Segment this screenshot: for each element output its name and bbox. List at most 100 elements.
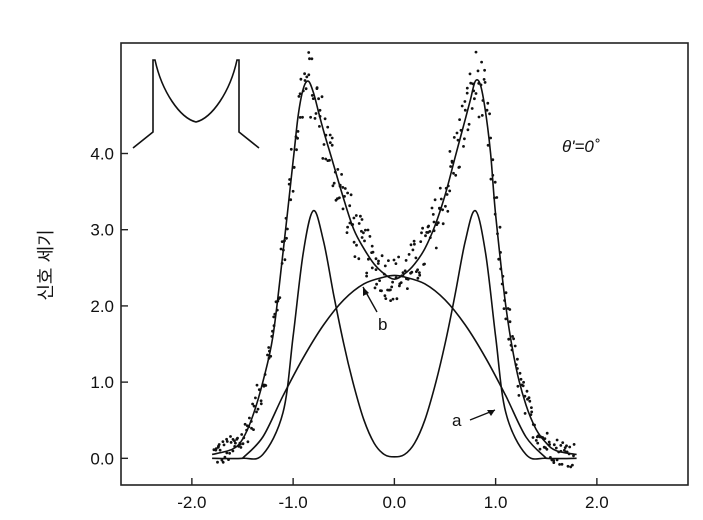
data-point [391, 280, 394, 284]
data-point [392, 258, 396, 262]
data-point [495, 196, 499, 199]
data-point [242, 436, 246, 440]
data-point [441, 208, 444, 212]
series-line-b [211, 79, 577, 456]
data-point [468, 72, 472, 76]
curve-b-label: b [378, 315, 387, 334]
data-point [477, 115, 481, 119]
data-point [452, 171, 455, 175]
data-point [552, 443, 556, 447]
data-point [569, 465, 573, 469]
data-point [346, 225, 349, 229]
data-point [296, 130, 300, 133]
data-point [280, 262, 284, 265]
data-point [310, 57, 314, 61]
data-point [403, 269, 407, 273]
data-point [292, 166, 296, 169]
data-point [228, 451, 232, 455]
data-point [266, 353, 269, 357]
data-point [474, 50, 478, 54]
data-point [220, 458, 224, 462]
data-point [330, 143, 334, 147]
data-point [499, 267, 503, 271]
data-point [433, 198, 437, 202]
data-point [284, 216, 288, 220]
data-point [558, 463, 561, 466]
data-point [330, 136, 334, 140]
data-point [483, 81, 487, 84]
data-point [416, 268, 419, 272]
data-point [305, 75, 309, 79]
data-point [256, 407, 260, 411]
data-point [249, 420, 253, 423]
data-point [382, 272, 386, 276]
data-point [555, 458, 559, 462]
data-point [518, 371, 522, 375]
data-point [301, 115, 304, 119]
data-point [221, 440, 225, 443]
data-point [410, 270, 414, 274]
data-point [355, 243, 358, 247]
data-point [331, 184, 335, 188]
data-point [538, 447, 542, 451]
data-point [283, 258, 287, 262]
data-point [370, 244, 374, 248]
data-point [323, 117, 327, 121]
data-point [384, 297, 388, 300]
data-point [246, 440, 250, 444]
data-point [483, 68, 486, 72]
data-point [318, 108, 322, 112]
data-point [465, 86, 469, 90]
data-point [332, 181, 336, 185]
data-point [452, 136, 456, 139]
data-point [295, 148, 298, 152]
data-point [378, 279, 381, 282]
data-point [456, 138, 460, 142]
data-point [459, 128, 463, 132]
data-point [254, 396, 257, 400]
data-point [563, 448, 566, 452]
data-point [421, 226, 424, 230]
y-tick-label: 1.0 [90, 373, 114, 392]
data-point [351, 223, 355, 226]
data-point [380, 254, 384, 258]
data-point [466, 128, 470, 132]
data-point [552, 461, 556, 464]
data-point [531, 436, 535, 439]
series-line-component-1 [241, 274, 547, 459]
data-point [239, 446, 243, 449]
data-point [416, 276, 420, 280]
data-point [298, 92, 302, 96]
data-point [225, 451, 229, 455]
data-point [572, 443, 576, 446]
x-tick-label: -2.0 [177, 493, 206, 512]
data-point [477, 82, 481, 85]
data-point [446, 184, 450, 188]
data-point [516, 384, 520, 388]
data-point [431, 213, 435, 216]
data-point [498, 225, 502, 229]
data-point [448, 189, 452, 193]
data-point [476, 69, 480, 73]
data-point [399, 281, 403, 284]
data-point [486, 101, 490, 105]
data-point [444, 204, 447, 208]
data-point [571, 463, 574, 467]
data-point [362, 231, 365, 235]
data-point [238, 441, 242, 445]
data-point [387, 259, 390, 262]
data-point [568, 445, 572, 449]
data-point [508, 308, 512, 311]
data-point [310, 94, 314, 97]
data-point [349, 193, 353, 197]
data-point [480, 60, 483, 64]
data-point [514, 363, 518, 366]
data-point [360, 229, 363, 233]
data-point [383, 264, 387, 268]
data-point [376, 262, 380, 265]
data-point [474, 92, 478, 95]
data-point [247, 425, 251, 429]
data-point [493, 180, 497, 184]
data-point [225, 440, 229, 443]
data-point [545, 447, 549, 451]
